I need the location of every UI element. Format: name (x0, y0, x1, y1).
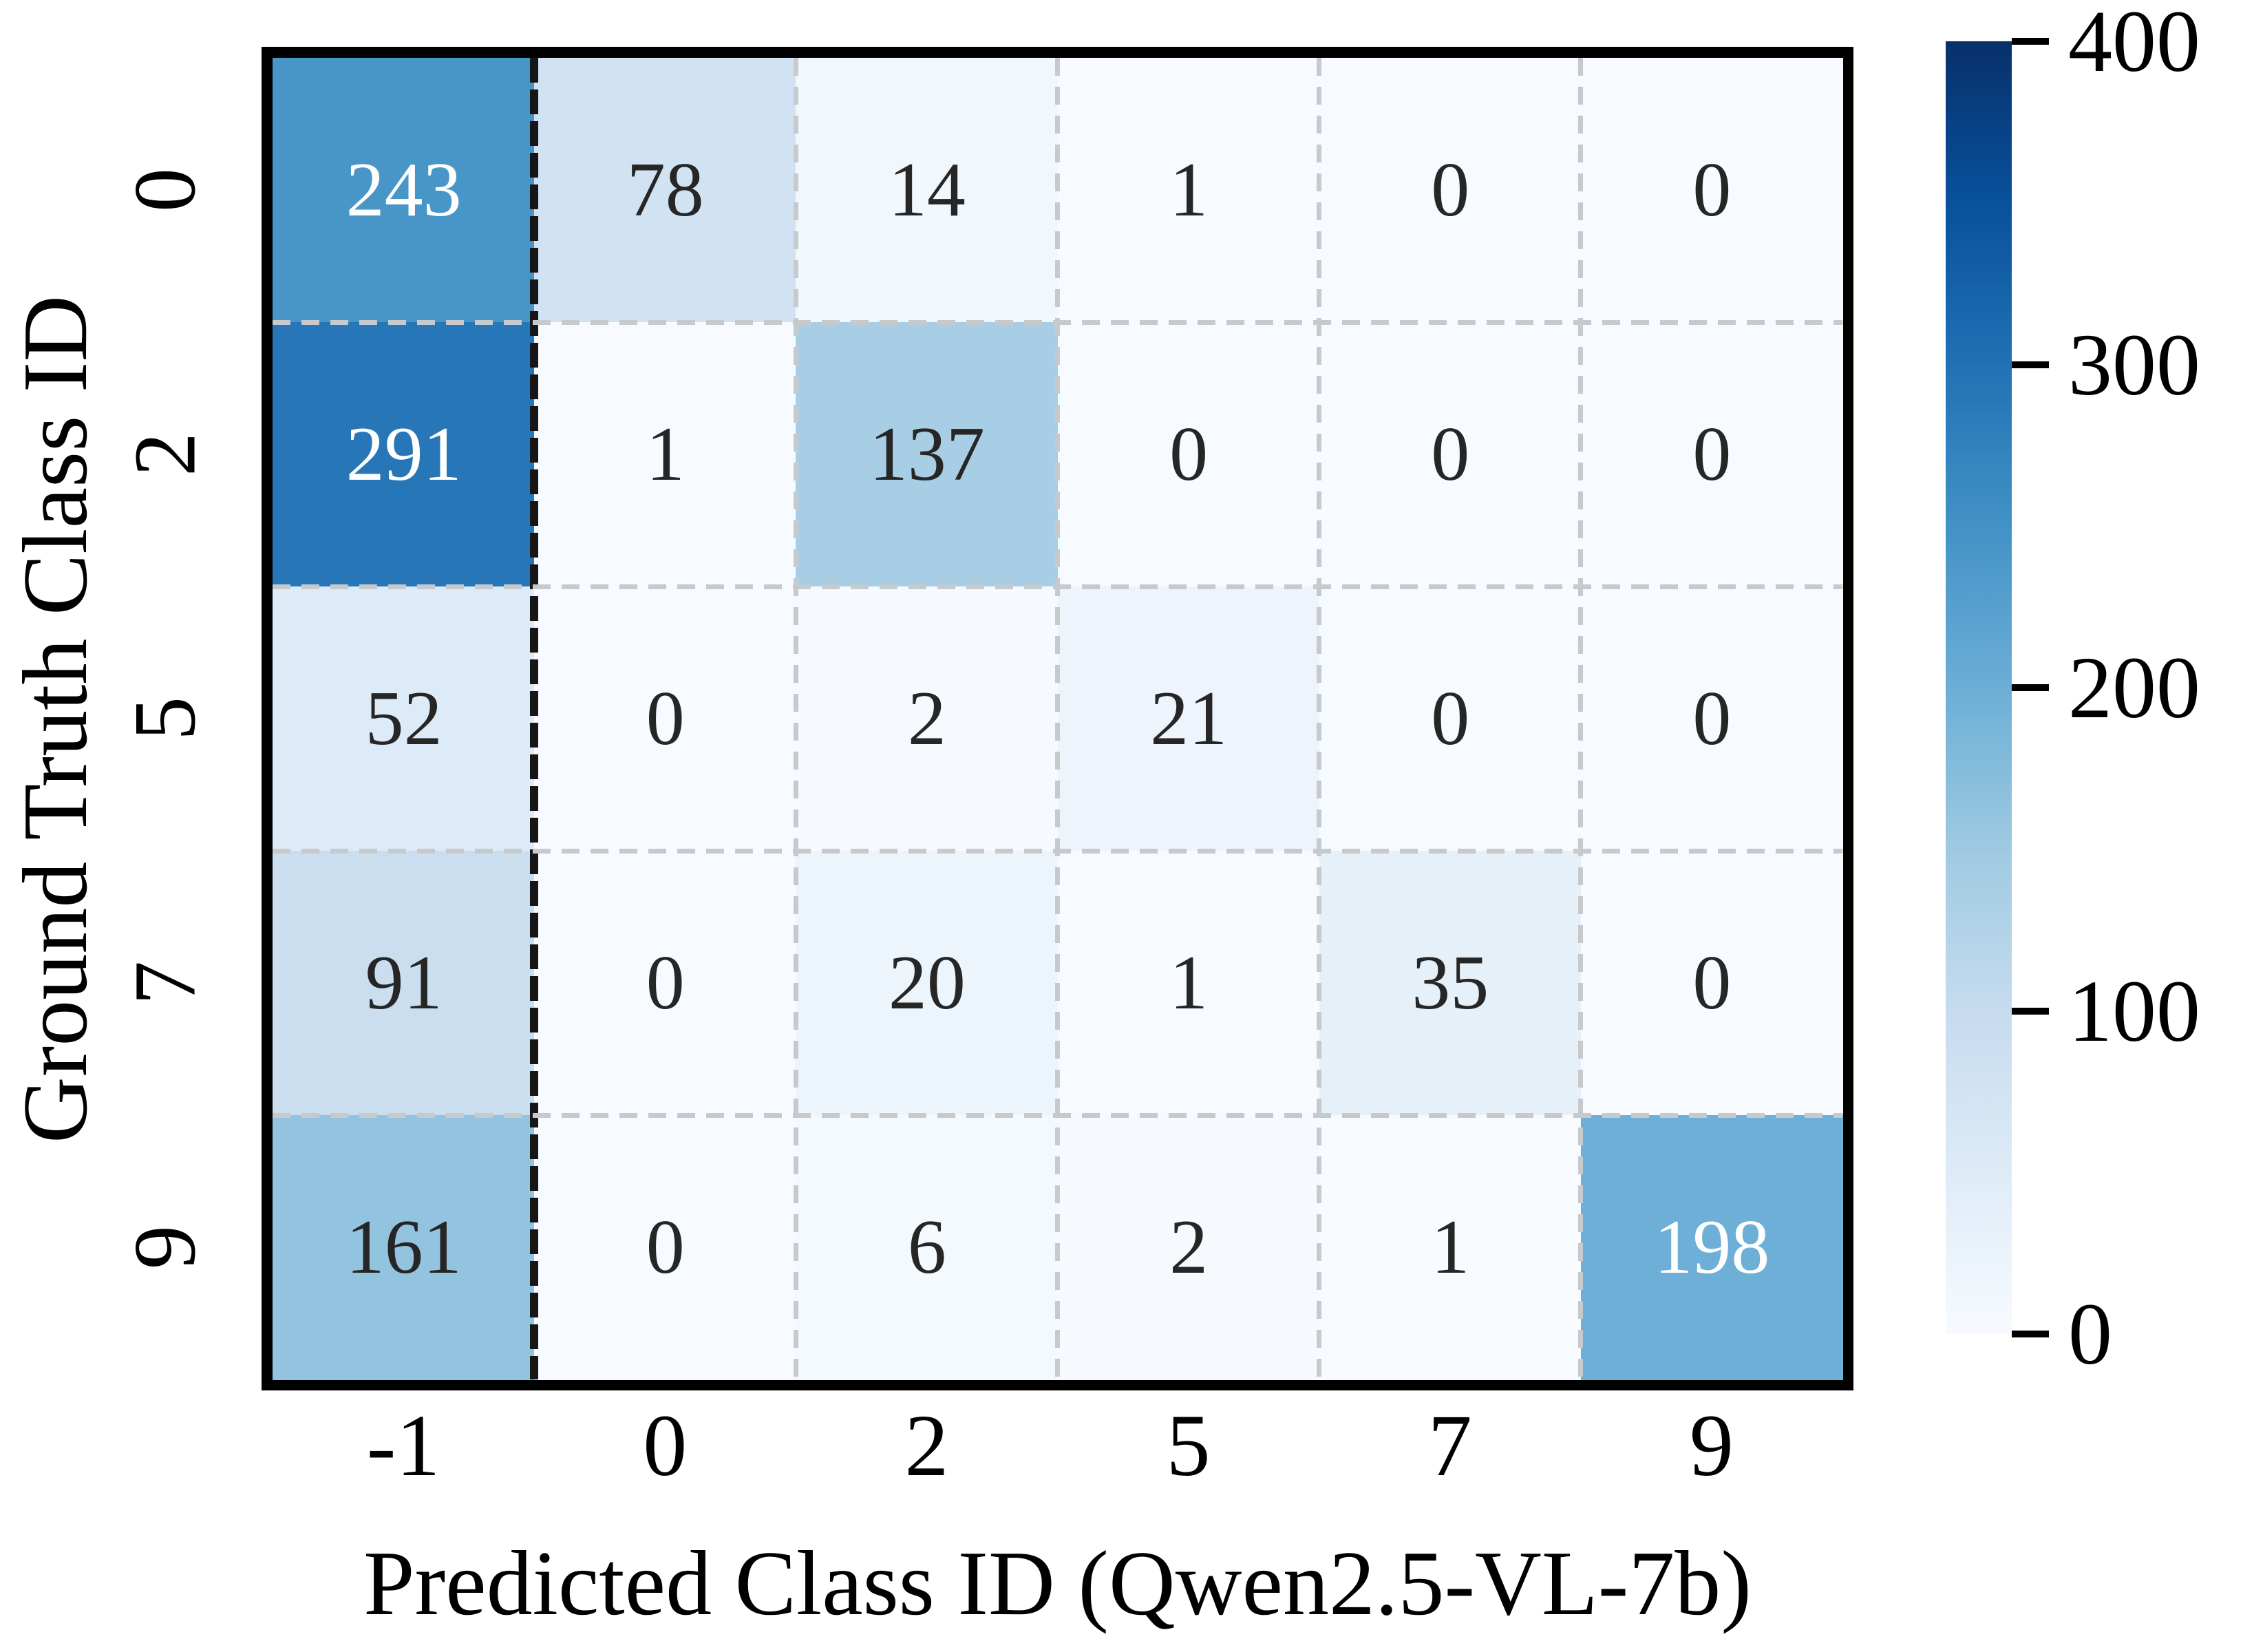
cell-value: 1 (1431, 1205, 1470, 1290)
heatmap-cell-r1-c2: 137 (796, 322, 1059, 587)
cell-value: 243 (346, 147, 462, 233)
heatmap-cell-r3-c2: 20 (796, 851, 1059, 1116)
cell-value: 0 (1692, 940, 1732, 1026)
x-tick-label-5: 5 (1166, 1397, 1211, 1494)
cell-value: 78 (626, 147, 704, 233)
y-axis-title: Ground Truth Class ID (4, 295, 106, 1144)
cell-value: 0 (1431, 147, 1470, 233)
cell-value: 35 (1412, 940, 1489, 1026)
heatmap-cell-r3-c3: 1 (1057, 851, 1320, 1116)
cell-value: 20 (888, 940, 966, 1026)
colorbar-tick-mark-0 (2012, 1331, 2049, 1337)
x-axis-title: Predicted Class ID (Qwen2.5-VL-7b) (363, 1532, 1752, 1634)
heatmap-cell-r0-c0: 243 (273, 58, 535, 323)
x-tick-label-2: 2 (904, 1397, 949, 1494)
grid-line-horizontal (273, 319, 1842, 325)
cell-value: 137 (869, 412, 985, 497)
heatmap-cell-r3-c5: 0 (1580, 851, 1843, 1116)
grid-line-vertical (1055, 58, 1060, 1379)
cell-value: 198 (1654, 1205, 1770, 1290)
colorbar-tick-label-400: 400 (2068, 0, 2200, 90)
cell-value: 0 (1431, 676, 1470, 761)
cell-value: 21 (1150, 676, 1228, 761)
heatmap-cell-r3-c4: 35 (1319, 851, 1582, 1116)
colorbar-tick-mark-300 (2012, 361, 2049, 368)
cell-value: 2 (1169, 1205, 1209, 1290)
cell-value: 0 (646, 940, 685, 1026)
heatmap-cell-r3-c1: 0 (534, 851, 797, 1116)
heatmap-cell-r1-c1: 1 (534, 322, 797, 587)
grid-line-horizontal (273, 848, 1842, 854)
cell-value: 291 (346, 412, 462, 497)
x-tick-label-0: 0 (643, 1397, 688, 1494)
y-tick-label-2: 2 (116, 432, 214, 476)
cell-value: 91 (365, 940, 443, 1026)
cell-value: 0 (1431, 412, 1470, 497)
heatmap-cell-r1-c0: 291 (273, 322, 535, 587)
colorbar-tick-label-0: 0 (2068, 1285, 2112, 1383)
y-tick-label-7: 7 (116, 961, 214, 1005)
cell-value: 52 (365, 676, 443, 761)
heatmap-cell-r4-c2: 6 (796, 1115, 1059, 1380)
x-tick-label--1: -1 (366, 1397, 440, 1494)
colorbar-tick-label-100: 100 (2068, 962, 2200, 1060)
heatmap-cell-r4-c0: 161 (273, 1115, 535, 1380)
heatmap-cell-r2-c0: 52 (273, 586, 535, 851)
heatmap-cell-r4-c4: 1 (1319, 1115, 1582, 1380)
heatmap-cell-r1-c3: 0 (1057, 322, 1320, 587)
heatmap-cell-r2-c5: 0 (1580, 586, 1843, 851)
heatmap-cell-r2-c3: 21 (1057, 586, 1320, 851)
y-tick-label-0: 0 (116, 168, 214, 212)
heatmap-cell-r2-c2: 2 (796, 586, 1059, 851)
colorbar-tick-mark-100 (2012, 1007, 2049, 1015)
heatmap-cell-r0-c4: 0 (1319, 58, 1582, 323)
cell-value: 0 (646, 1205, 685, 1290)
heatmap-cell-r2-c1: 0 (534, 586, 797, 851)
colorbar-tick-mark-400 (2012, 38, 2049, 45)
cell-value: 161 (346, 1205, 462, 1290)
x-tick-label-7: 7 (1427, 1397, 1472, 1494)
heatmap-cell-r1-c5: 0 (1580, 322, 1843, 587)
cell-value: 0 (646, 676, 685, 761)
heatmap-cell-r0-c5: 0 (1580, 58, 1843, 323)
x-tick-label-9: 9 (1689, 1397, 1734, 1494)
grid-line-horizontal (273, 584, 1842, 589)
cell-value: 0 (1692, 147, 1732, 233)
heatmap-cell-r0-c2: 14 (796, 58, 1059, 323)
y-tick-label-9: 9 (116, 1225, 214, 1269)
grid-line-vertical (793, 58, 798, 1379)
colorbar-tick-label-300: 300 (2068, 315, 2200, 414)
heatmap-cell-r2-c4: 0 (1319, 586, 1582, 851)
heatmap-cell-r4-c1: 0 (534, 1115, 797, 1380)
heatmap-cell-r1-c4: 0 (1319, 322, 1582, 587)
heatmap-cell-r0-c3: 1 (1057, 58, 1320, 323)
heatmap-cell-r4-c3: 2 (1057, 1115, 1320, 1380)
cell-value: 6 (907, 1205, 946, 1290)
grid-line-vertical (1578, 58, 1584, 1379)
heatmap-cell-r3-c0: 91 (273, 851, 535, 1116)
cell-value: 0 (1692, 676, 1732, 761)
heatmap-cell-r0-c1: 78 (534, 58, 797, 323)
grid-line-vertical (1317, 58, 1322, 1379)
colorbar-tick-label-200: 200 (2068, 639, 2200, 737)
cell-value: 14 (888, 147, 966, 233)
cell-value: 1 (1169, 147, 1209, 233)
cell-value: 1 (646, 412, 685, 497)
cell-value: 0 (1169, 412, 1209, 497)
heatmap-grid: 243 78 14 1 0 0 291 1 137 0 0 0 52 0 2 21 0 0 91 0 20 1 35 0 161… (262, 47, 1853, 1390)
colorbar-tick-mark-200 (2012, 684, 2049, 691)
cell-value: 2 (907, 676, 946, 761)
colorbar (1946, 41, 2012, 1334)
heatmap-cell-r4-c5: 198 (1580, 1115, 1843, 1380)
cell-value: 0 (1692, 412, 1732, 497)
cell-value: 1 (1169, 940, 1209, 1026)
column-separator-line (530, 58, 539, 1379)
y-tick-label-5: 5 (116, 697, 214, 741)
grid-line-horizontal (273, 1112, 1842, 1118)
